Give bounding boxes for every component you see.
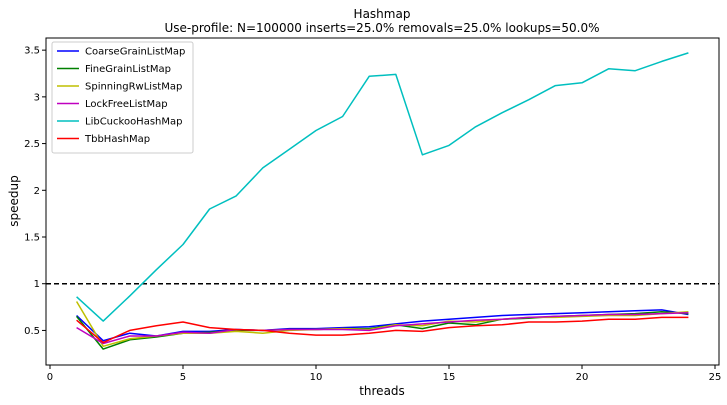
y-tick-label: 2 [34,186,40,197]
x-tick-label: 0 [47,372,53,383]
y-axis-label: speedup [7,175,21,226]
legend-box [51,41,194,154]
legend-label-LibCuckooHashMap: LibCuckooHashMap [85,117,183,128]
chart-title: Hashmap [354,7,411,21]
x-tick-label: 10 [310,372,323,383]
plot-area: 0 5 10 15 20 25 0.5 1 1.5 2 2.5 3 3.5 CoarseGrainList… [24,37,722,383]
legend-label-LockFreeListMap: LockFreeListMap [85,99,168,110]
legend-label-TbbHashMap: TbbHashMap [84,134,150,145]
legend: CoarseGrainListMap FineGrainListMap Spinni… [51,41,194,154]
legend-label-SpinningRwListMap: SpinningRwListMap [85,82,182,93]
series-line-FineGrainListMap [76,310,689,350]
legend-label-FineGrainListMap: FineGrainListMap [85,64,171,75]
x-axis-label: threads [359,384,405,398]
y-tick-label: 1.5 [24,233,40,244]
y-tick-label: 3.5 [24,46,40,57]
series-line-TbbHashMap [76,316,689,344]
x-tick-label: 20 [576,372,589,383]
x-tick-label: 5 [180,372,186,383]
legend-label-CoarseGrainListMap: CoarseGrainListMap [85,47,185,58]
chart-subtitle: Use-profile: N=100000 inserts=25.0% remo… [165,21,600,35]
series-line-LockFreeListMap [76,311,689,345]
y-tick-label: 2.5 [24,139,40,150]
series-line-LibCuckooHashMap [76,52,689,322]
plot-frame [45,37,720,366]
x-tick-label: 15 [443,372,456,383]
x-tick-label: 25 [709,372,722,383]
y-tick-label: 0.5 [24,326,40,337]
y-tick-label: 1 [34,279,40,290]
y-tick-label: 3 [34,92,40,103]
